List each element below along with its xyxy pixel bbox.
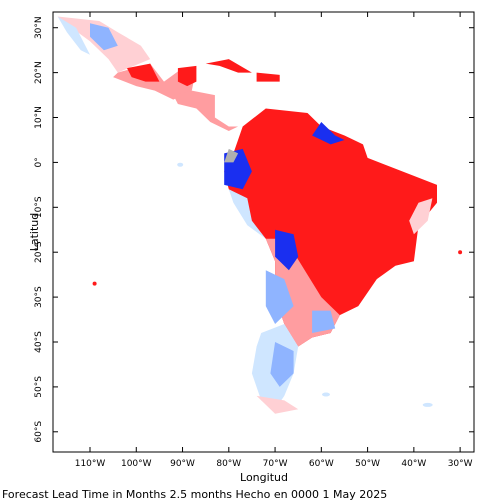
x-axis-title: Longitud [240,471,288,484]
y-tick-label: 0° [34,157,44,167]
cell-pacific [92,281,97,286]
region-baja-west [57,16,90,55]
x-tick-label: 50°W [355,459,380,469]
y-axis-title: Latitud [28,213,41,252]
y-tick-label: 40°S [34,331,44,353]
y-tick-label: 30°N [34,16,44,39]
region-yucatan [177,65,197,87]
x-tick-label: 90°W [170,459,195,469]
cell-south-atlantic [422,402,433,407]
x-tick-label: 110°W [75,459,106,469]
region-hispaniola [256,72,280,82]
y-tick-label: 10°S [34,196,44,218]
forecast-caption: Forecast Lead Time in Months 2.5 months … [2,488,388,501]
x-tick-label: 60°W [309,459,334,469]
forecast-field [57,16,463,414]
region-pacific-gray [224,148,239,163]
region-guiana-blue [312,122,345,145]
region-altiplano-blue [275,229,299,271]
region-mexico-core [127,63,160,82]
region-sierra-blue [90,23,118,51]
region-cuba [205,59,252,73]
y-tick-label: 60°S [34,421,44,443]
region-chile-blue [265,270,294,324]
y-tick-label: 10°N [34,106,44,129]
region-patagonia-light [270,342,294,387]
axis-ticks: 110°W 100°W 90°W 80°W 70°W 60°W 50°W 40°W 30°W 30… [34,12,474,469]
y-tick-label: 20°S [34,241,44,263]
island-falklands [322,392,330,397]
x-tick-label: 30°W [448,459,473,469]
y-tick-label: 50°S [34,376,44,398]
region-tierra-del-fuego [256,395,299,414]
x-tick-label: 100°W [121,459,152,469]
region-uruguay-blue [312,310,336,333]
map-frame [52,11,475,453]
cell-atlantic [458,250,463,255]
region-brazil-east-pale [409,198,433,235]
x-tick-label: 80°W [216,459,241,469]
x-tick-label: 70°W [263,459,288,469]
y-tick-label: 20°N [34,61,44,84]
region-peru-pale [228,189,266,239]
y-tick-label: 30°S [34,286,44,308]
island-galapagos [177,162,184,167]
region-central-america [173,90,239,131]
x-tick-label: 40°W [401,459,426,469]
